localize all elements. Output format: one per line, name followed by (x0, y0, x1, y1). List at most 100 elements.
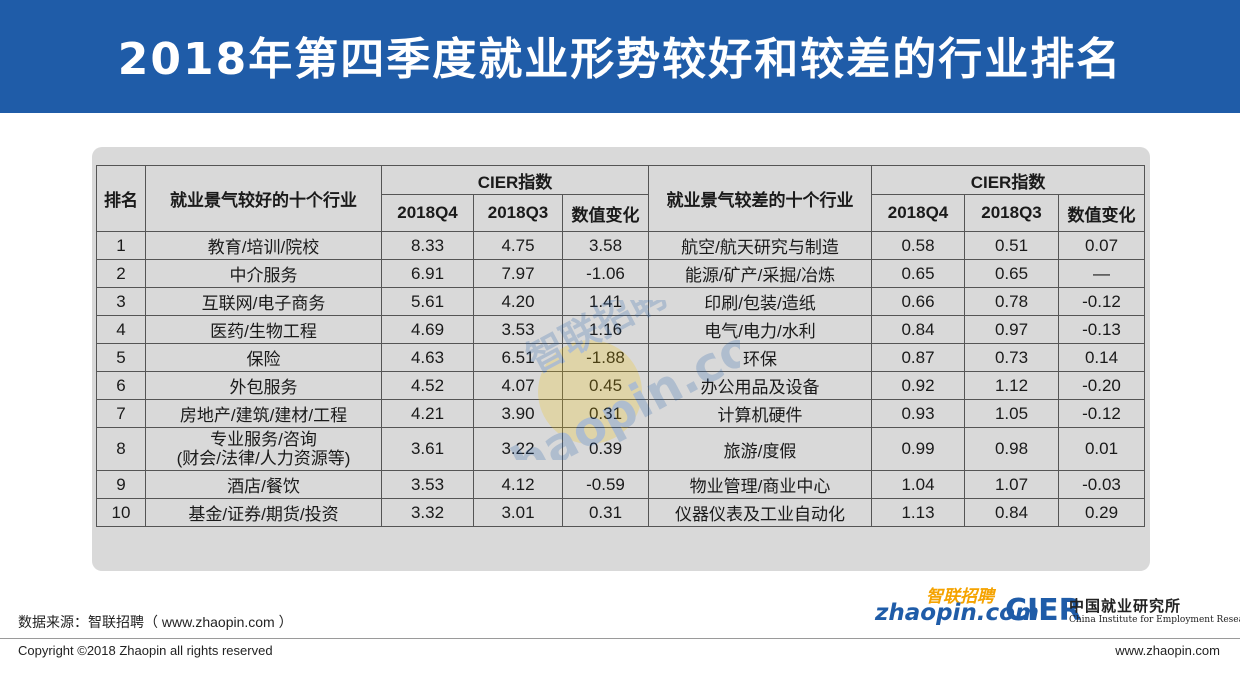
table-row: 9 酒店/餐饮 3.53 4.12 -0.59 物业管理/商业中心 1.04 1.07 -0.0… (96, 470, 1146, 499)
good-q4-cell: 6.91 (381, 259, 474, 288)
good-industry-cell: 教育/培训/院校 (145, 231, 382, 260)
bad-q4-cell: 0.65 (871, 259, 966, 288)
bad-industry-cell: 航空/航天研究与制造 (648, 231, 873, 260)
rank-header: 排名 (96, 165, 146, 232)
bad-industry-cell: 电气/电力/水利 (648, 315, 873, 344)
table-row: 1 教育/培训/院校 8.33 4.75 3.58 航空/航天研究与制造 0.58 0.51 0… (96, 231, 1146, 260)
table-row: 4 医药/生物工程 4.69 3.53 1.16 电气/电力/水利 0.84 0.97 -0.1… (96, 315, 1146, 344)
good-change-cell: 0.45 (561, 371, 650, 400)
bad-q4-cell: 1.13 (871, 498, 966, 527)
cier-logo-abbr: CIER (1005, 593, 1082, 628)
bad-q3-cell: 0.84 (964, 498, 1060, 527)
good-industry-cell: 外包服务 (145, 371, 382, 400)
bad-change-cell: -0.12 (1058, 287, 1146, 316)
bad-industry-cell: 物业管理/商业中心 (648, 470, 873, 499)
table-row: 7 房地产/建筑/建材/工程 4.21 3.90 0.31 计算机硬件 0.93 1.05 -0… (96, 399, 1146, 428)
bad-industry-header: 就业景气较差的十个行业 (648, 165, 873, 232)
bad-q3-cell: 0.78 (964, 287, 1060, 316)
data-source-note: 数据来源：智联招聘（ www.zhaopin.com ） (18, 614, 293, 630)
bad-q3-cell: 1.12 (964, 371, 1060, 400)
bad-q3-cell: 1.07 (964, 470, 1060, 499)
good-industry-cell: 基金/证券/期货/投资 (145, 498, 382, 527)
footer-divider (0, 638, 1240, 639)
bad-change-cell: 0.01 (1058, 427, 1146, 471)
good-industry-cell: 保险 (145, 343, 382, 372)
rank-cell: 7 (96, 399, 146, 428)
ranking-table: 排名 就业景气较好的十个行业 CIER指数 就业景气较差的十个行业 CIER指数… (96, 165, 1146, 527)
bad-q3-cell: 0.65 (964, 259, 1060, 288)
col-2018q3-bad: 2018Q3 (964, 194, 1060, 232)
good-q3-cell: 6.51 (473, 343, 563, 372)
zhaopin-logo-en: zhaopin.com (875, 600, 1039, 626)
table-row: 2 中介服务 6.91 7.97 -1.06 能源/矿产/采掘/冶炼 0.65 0.65— (96, 259, 1146, 288)
bad-q4-cell: 0.99 (871, 427, 966, 471)
col-2018q3-good: 2018Q3 (473, 194, 563, 232)
bad-q4-cell: 0.92 (871, 371, 966, 400)
copyright-text: Copyright ©2018 Zhaopin all rights reser… (18, 643, 273, 658)
cier-logo-cn: 中国就业研究所 (1069, 597, 1182, 615)
good-change-cell: 3.58 (561, 231, 650, 260)
cier-index-header-bad: CIER指数 (871, 165, 1146, 195)
bad-change-cell: -0.13 (1058, 315, 1146, 344)
bad-industry-cell: 计算机硬件 (648, 399, 873, 428)
rank-cell: 4 (96, 315, 146, 344)
good-industry-line1: 专业服务/咨询 (210, 430, 317, 449)
rank-cell: 8 (96, 427, 146, 471)
bad-q4-cell: 0.58 (871, 231, 966, 260)
bad-industry-cell: 能源/矿产/采掘/冶炼 (648, 259, 873, 288)
rank-cell: 5 (96, 343, 146, 372)
good-q4-cell: 4.69 (381, 315, 474, 344)
bad-q3-cell: 1.05 (964, 399, 1060, 428)
good-change-cell: -1.88 (561, 343, 650, 372)
bad-industry-cell: 办公用品及设备 (648, 371, 873, 400)
good-q4-cell: 4.63 (381, 343, 474, 372)
rank-cell: 3 (96, 287, 146, 316)
good-industry-header: 就业景气较好的十个行业 (145, 165, 382, 232)
cier-logo: CIER 中国就业研究所 China Institute for Employm… (1005, 593, 1240, 633)
good-industry-cell: 酒店/餐饮 (145, 470, 382, 499)
col-change-bad: 数值变化 (1058, 194, 1146, 232)
good-q4-cell: 3.61 (381, 427, 474, 471)
good-industry-cell: 房地产/建筑/建材/工程 (145, 399, 382, 428)
good-industry-line2: (财会/法律/人力资源等) (176, 449, 351, 468)
rank-cell: 2 (96, 259, 146, 288)
rank-cell: 1 (96, 231, 146, 260)
bad-change-cell: -0.20 (1058, 371, 1146, 400)
table-row: 6 外包服务 4.52 4.07 0.45 办公用品及设备 0.92 1.12 -0.20 (96, 371, 1146, 400)
bad-industry-cell: 环保 (648, 343, 873, 372)
good-change-cell: -1.06 (561, 259, 650, 288)
col-2018q4-good: 2018Q4 (381, 194, 474, 232)
bad-q4-cell: 0.84 (871, 315, 966, 344)
good-q4-cell: 4.21 (381, 399, 474, 428)
bad-q3-cell: 0.73 (964, 343, 1060, 372)
bad-q3-cell: 0.98 (964, 427, 1060, 471)
good-industry-cell: 专业服务/咨询 (财会/法律/人力资源等) (145, 427, 382, 471)
bad-change-cell: 0.29 (1058, 498, 1146, 527)
bad-change-cell: -0.03 (1058, 470, 1146, 499)
bad-q4-cell: 0.87 (871, 343, 966, 372)
footer-url: www.zhaopin.com (1115, 643, 1220, 658)
cier-logo-en: China Institute for Employment Research (1069, 615, 1240, 625)
good-q3-cell: 3.90 (473, 399, 563, 428)
rank-cell: 9 (96, 470, 146, 499)
good-q4-cell: 4.52 (381, 371, 474, 400)
title-banner: 2018年第四季度就业形势较好和较差的行业排名 (0, 0, 1240, 113)
good-q3-cell: 4.07 (473, 371, 563, 400)
good-change-cell: 0.31 (561, 498, 650, 527)
bad-industry-cell: 旅游/度假 (648, 427, 873, 471)
good-industry-cell: 中介服务 (145, 259, 382, 288)
good-q4-cell: 3.53 (381, 470, 474, 499)
bad-q4-cell: 0.66 (871, 287, 966, 316)
good-q3-cell: 3.53 (473, 315, 563, 344)
good-change-cell: 0.31 (561, 399, 650, 428)
table-row: 10 基金/证券/期货/投资 3.32 3.01 0.31 仪器仪表及工业自动化 1.13 0… (96, 498, 1146, 527)
good-q3-cell: 7.97 (473, 259, 563, 288)
bad-change-cell: 0.14 (1058, 343, 1146, 372)
good-industry-cell: 互联网/电子商务 (145, 287, 382, 316)
zhaopin-logo-cn: 智联招聘 (926, 587, 994, 607)
table-row: 3 互联网/电子商务 5.61 4.20 1.41 印刷/包装/造纸 0.66 0.78 -0.… (96, 287, 1146, 316)
good-q4-cell: 8.33 (381, 231, 474, 260)
table-row: 8 专业服务/咨询 (财会/法律/人力资源等) 3.61 3.22 0.39 旅游/度假 0.… (96, 427, 1146, 471)
table-row: 5 保险 4.63 6.51 -1.88 环保 0.87 0.73 0.14 (96, 343, 1146, 372)
cier-index-header-good: CIER指数 (380, 165, 650, 195)
